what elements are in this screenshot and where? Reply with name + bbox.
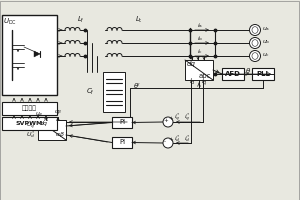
- Text: $i_d^*$: $i_d^*$: [174, 133, 181, 144]
- Circle shape: [250, 50, 260, 62]
- Bar: [112, 117, 132, 128]
- Text: dq: dq: [40, 121, 47, 126]
- Text: dq: dq: [187, 61, 196, 67]
- Text: +: +: [169, 116, 173, 121]
- Bar: [2, 117, 57, 130]
- Text: 驱动电路: 驱动电路: [22, 106, 37, 111]
- Bar: [222, 68, 244, 80]
- Text: $i_q^*$: $i_q^*$: [174, 112, 181, 124]
- Text: $L_{\rm f}$: $L_{\rm f}$: [77, 15, 85, 25]
- Text: $u_{\rm b}$: $u_{\rm b}$: [262, 38, 271, 46]
- Text: PI: PI: [119, 119, 125, 126]
- Text: PI: PI: [119, 140, 125, 146]
- Text: -: -: [164, 140, 166, 144]
- Text: $C_{\rm f}$: $C_{\rm f}$: [86, 87, 95, 97]
- Text: $\theta'$: $\theta'$: [133, 81, 141, 91]
- Text: $\theta$: $\theta$: [245, 66, 251, 75]
- Bar: [185, 60, 213, 80]
- Circle shape: [163, 117, 173, 127]
- Text: $u_\alpha$: $u_\alpha$: [35, 110, 44, 118]
- Text: $u_{\rm c}$: $u_{\rm c}$: [262, 51, 270, 59]
- Text: $\alpha\beta$: $\alpha\beta$: [55, 130, 64, 139]
- Text: $i_q$: $i_q$: [201, 77, 208, 88]
- Bar: [112, 137, 132, 148]
- Bar: [252, 68, 274, 80]
- Text: $i_d$: $i_d$: [189, 77, 196, 87]
- Text: $U_d^*$: $U_d^*$: [26, 130, 36, 140]
- Text: $L_{\rm t}$: $L_{\rm t}$: [135, 15, 143, 25]
- Circle shape: [250, 24, 260, 36]
- Text: $i_q^*$: $i_q^*$: [184, 112, 191, 124]
- Polygon shape: [34, 51, 40, 57]
- Text: $U_q^*$: $U_q^*$: [26, 120, 36, 132]
- Text: $i_d^*$: $i_d^*$: [184, 133, 191, 144]
- Bar: [38, 120, 66, 140]
- Circle shape: [250, 38, 260, 48]
- Text: +: +: [164, 118, 168, 123]
- Text: $U_{\rm DC}$: $U_{\rm DC}$: [3, 17, 17, 27]
- Bar: [103, 72, 125, 112]
- Text: SVPWM: SVPWM: [16, 121, 43, 126]
- Text: +: +: [169, 137, 173, 142]
- Text: $u_\beta$: $u_\beta$: [54, 109, 63, 118]
- Bar: [2, 102, 57, 115]
- Text: abc: abc: [199, 73, 211, 79]
- Text: $i_{\rm b}$: $i_{\rm b}$: [197, 34, 203, 43]
- Bar: [2, 15, 57, 95]
- Circle shape: [163, 138, 173, 148]
- Text: $i_{\rm c}$: $i_{\rm c}$: [197, 47, 203, 56]
- Text: $u_{\rm a}$: $u_{\rm a}$: [262, 25, 270, 33]
- Text: PLL: PLL: [256, 71, 270, 77]
- Text: AFD: AFD: [225, 71, 241, 77]
- Text: $i_{\rm a}$: $i_{\rm a}$: [197, 21, 203, 30]
